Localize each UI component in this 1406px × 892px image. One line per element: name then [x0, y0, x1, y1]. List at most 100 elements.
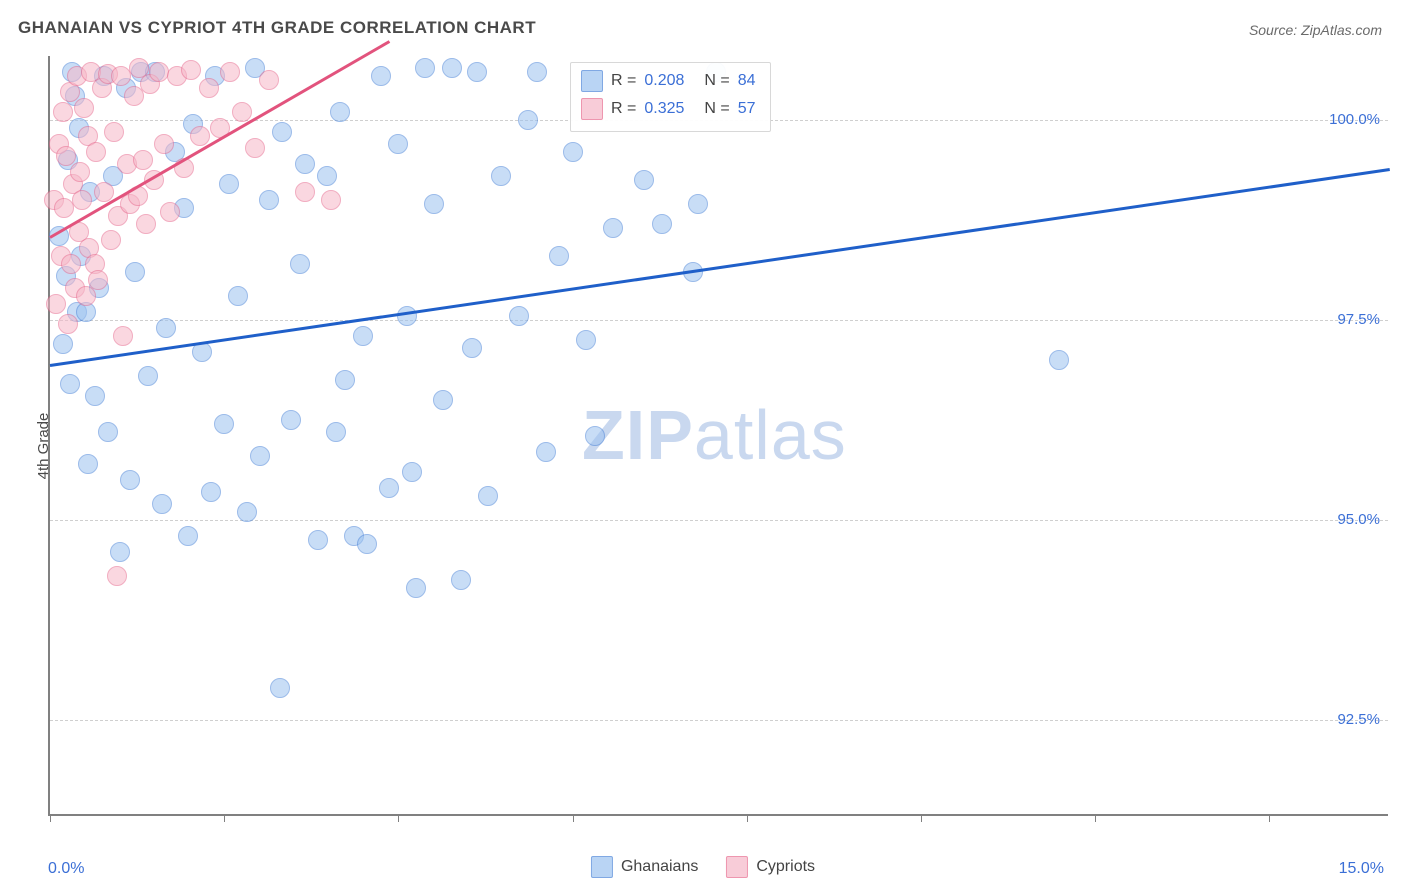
- data-point: [78, 454, 98, 474]
- data-point: [245, 138, 265, 158]
- y-tick-label: 95.0%: [1337, 511, 1380, 528]
- legend-r-label: R =: [611, 72, 636, 90]
- data-point: [46, 294, 66, 314]
- data-point: [272, 122, 292, 142]
- data-point: [585, 426, 605, 446]
- data-point: [138, 366, 158, 386]
- data-point: [232, 102, 252, 122]
- data-point: [60, 374, 80, 394]
- data-point: [509, 306, 529, 326]
- data-point: [160, 202, 180, 222]
- x-tick: [398, 814, 399, 822]
- data-point: [371, 66, 391, 86]
- data-point: [462, 338, 482, 358]
- y-tick-label: 92.5%: [1337, 711, 1380, 728]
- chart-container: GHANAIAN VS CYPRIOT 4TH GRADE CORRELATIO…: [0, 0, 1406, 892]
- gridline: [50, 320, 1388, 321]
- data-point: [85, 386, 105, 406]
- data-point: [53, 334, 73, 354]
- data-point: [181, 60, 201, 80]
- data-point: [335, 370, 355, 390]
- data-point: [397, 306, 417, 326]
- trend-line: [50, 168, 1390, 367]
- series-legend: Ghanaians Cypriots: [591, 856, 815, 878]
- data-point: [290, 254, 310, 274]
- legend-n-label: N =: [704, 72, 729, 90]
- data-point: [259, 70, 279, 90]
- legend-swatch: [581, 70, 603, 92]
- data-point: [72, 190, 92, 210]
- data-point: [214, 414, 234, 434]
- data-point: [88, 270, 108, 290]
- chart-title: GHANAIAN VS CYPRIOT 4TH GRADE CORRELATIO…: [18, 18, 536, 38]
- data-point: [61, 254, 81, 274]
- data-point: [281, 410, 301, 430]
- legend-swatch: [591, 856, 613, 878]
- data-point: [133, 150, 153, 170]
- legend-r-label: R =: [611, 100, 636, 118]
- legend-n-label: N =: [704, 100, 729, 118]
- data-point: [388, 134, 408, 154]
- data-point: [424, 194, 444, 214]
- data-point: [107, 566, 127, 586]
- series-legend-item: Ghanaians: [591, 856, 698, 878]
- data-point: [228, 286, 248, 306]
- data-point: [308, 530, 328, 550]
- x-tick: [224, 814, 225, 822]
- series-legend-label: Cypriots: [756, 858, 815, 876]
- x-tick: [50, 814, 51, 822]
- x-tick: [921, 814, 922, 822]
- legend-swatch: [726, 856, 748, 878]
- data-point: [415, 58, 435, 78]
- stats-legend: R = 0.208N = 84R = 0.325N = 57: [570, 62, 771, 132]
- data-point: [406, 578, 426, 598]
- x-tick: [573, 814, 574, 822]
- data-point: [113, 326, 133, 346]
- legend-swatch: [581, 98, 603, 120]
- data-point: [98, 422, 118, 442]
- data-point: [295, 182, 315, 202]
- data-point: [104, 122, 124, 142]
- data-point: [220, 62, 240, 82]
- data-point: [536, 442, 556, 462]
- series-legend-label: Ghanaians: [621, 858, 698, 876]
- data-point: [178, 526, 198, 546]
- y-tick-label: 97.5%: [1337, 311, 1380, 328]
- data-point: [652, 214, 672, 234]
- y-tick-label: 100.0%: [1329, 111, 1380, 128]
- series-legend-item: Cypriots: [726, 856, 815, 878]
- data-point: [259, 190, 279, 210]
- data-point: [295, 154, 315, 174]
- data-point: [353, 326, 373, 346]
- legend-r-value: 0.208: [644, 72, 684, 90]
- data-point: [219, 174, 239, 194]
- x-axis-end-label: 15.0%: [1339, 860, 1384, 878]
- data-point: [53, 102, 73, 122]
- data-point: [74, 98, 94, 118]
- gridline: [50, 720, 1388, 721]
- data-point: [357, 534, 377, 554]
- data-point: [442, 58, 462, 78]
- data-point: [237, 502, 257, 522]
- data-point: [58, 314, 78, 334]
- data-point: [491, 166, 511, 186]
- data-point: [94, 182, 114, 202]
- plot-area: ZIPatlas 92.5%95.0%97.5%100.0%: [48, 56, 1388, 816]
- data-point: [321, 190, 341, 210]
- data-point: [120, 470, 140, 490]
- data-point: [433, 390, 453, 410]
- legend-r-value: 0.325: [644, 100, 684, 118]
- data-point: [149, 62, 169, 82]
- data-point: [379, 478, 399, 498]
- data-point: [101, 230, 121, 250]
- data-point: [549, 246, 569, 266]
- x-tick: [747, 814, 748, 822]
- data-point: [326, 422, 346, 442]
- data-point: [110, 542, 130, 562]
- data-point: [76, 286, 96, 306]
- data-point: [136, 214, 156, 234]
- data-point: [250, 446, 270, 466]
- data-point: [190, 126, 210, 146]
- data-point: [451, 570, 471, 590]
- data-point: [154, 134, 174, 154]
